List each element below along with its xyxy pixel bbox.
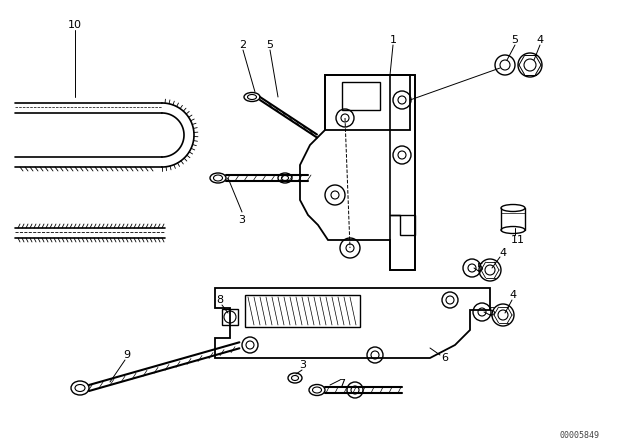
Text: 5: 5 — [488, 307, 495, 317]
Text: 2: 2 — [239, 40, 246, 50]
Text: 3: 3 — [239, 215, 246, 225]
Text: 7: 7 — [339, 379, 346, 389]
Text: 8: 8 — [216, 295, 223, 305]
Text: 3: 3 — [300, 360, 307, 370]
Bar — [245, 295, 360, 327]
Text: 1: 1 — [390, 35, 397, 45]
Text: 5: 5 — [266, 40, 273, 50]
Text: 11: 11 — [511, 235, 525, 245]
Text: 4: 4 — [499, 248, 507, 258]
Text: 9: 9 — [124, 350, 131, 360]
Text: 00005849: 00005849 — [560, 431, 600, 439]
Bar — [222, 309, 238, 325]
Text: 4: 4 — [536, 35, 543, 45]
Text: 10: 10 — [68, 20, 82, 30]
Text: 5: 5 — [477, 263, 483, 273]
Bar — [390, 75, 415, 270]
Bar — [342, 82, 380, 110]
Text: 6: 6 — [442, 353, 449, 363]
Text: 5: 5 — [511, 35, 518, 45]
Bar — [325, 75, 410, 130]
Text: 4: 4 — [509, 290, 516, 300]
